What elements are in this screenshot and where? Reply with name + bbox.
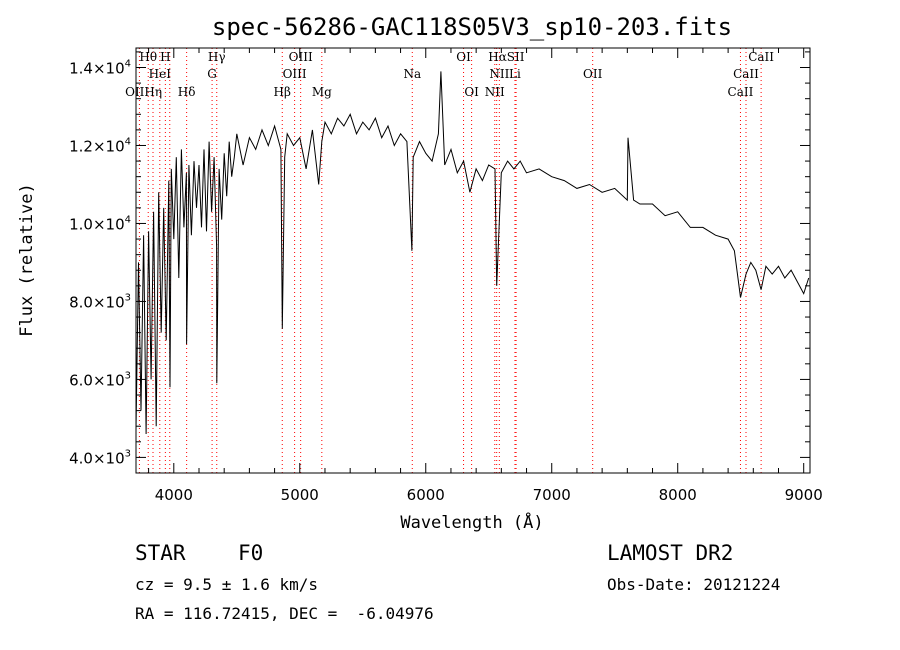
y-tick-label: 4.0×103 — [69, 448, 131, 467]
line-label: Li — [509, 67, 521, 81]
line-label: Hγ — [208, 50, 226, 64]
line-label: NII — [485, 85, 505, 99]
line-label: OI — [456, 50, 471, 64]
y-tick-label: 8.0×103 — [69, 292, 131, 311]
x-tick-label: 6000 — [407, 486, 445, 504]
y-tick-label: 1.4×104 — [69, 58, 131, 77]
x-tick-label: 4000 — [155, 486, 193, 504]
line-label: OIIHη — [125, 85, 162, 99]
line-label: OIII — [289, 50, 313, 64]
y-axis-label: Flux (relative) — [17, 183, 37, 337]
line-label: Hθ — [139, 50, 157, 64]
observation-date: Obs-Date: 20121224 — [607, 575, 781, 594]
line-label: Hδ — [178, 85, 196, 99]
line-label: OII — [583, 67, 603, 81]
line-label: G — [207, 67, 217, 81]
x-axis: 4000 5000 6000 7000 8000 9000 — [148, 48, 823, 504]
line-label: Hβ — [274, 85, 291, 99]
line-label: OI — [464, 85, 479, 99]
line-label: CaII — [728, 85, 754, 99]
x-tick-label: 8000 — [659, 486, 697, 504]
spectrum-series-line — [135, 71, 810, 435]
object-class: STAR — [135, 541, 186, 565]
plot-frame — [135, 47, 811, 474]
line-label: OIII — [283, 67, 307, 81]
object-subclass: F0 — [238, 541, 264, 565]
survey-name: LAMOST DR2 — [607, 541, 734, 565]
y-tick-label: 6.0×103 — [69, 370, 131, 389]
y-tick-label: 1.0×104 — [69, 214, 131, 233]
x-tick-label: 5000 — [281, 486, 319, 504]
line-label: CaII — [733, 67, 759, 81]
spectrum-chart: spec-56286-GAC118S05V3_sp10-203.fits Hθ H… — [17, 13, 823, 533]
chart-title: spec-56286-GAC118S05V3_sp10-203.fits — [212, 13, 732, 41]
y-tick-label: 1.2×104 — [69, 136, 131, 155]
line-label: CaII — [748, 50, 774, 64]
coordinates: RA = 116.72415, DEC = -6.04976 — [135, 604, 434, 623]
redshift-cz: cz = 9.5 ± 1.6 km/s — [135, 575, 319, 594]
y-axis: 4.0×103 6.0×103 8.0×103 1.0×104 1.2×104 1.4×1… — [69, 51, 810, 467]
x-tick-label: 7000 — [533, 486, 571, 504]
x-tick-label: 9000 — [785, 486, 823, 504]
line-label: Na — [403, 67, 421, 81]
line-label: Mg — [312, 85, 332, 99]
line-label: NII — [489, 67, 509, 81]
line-label: H — [160, 50, 170, 64]
line-label: HαSII — [488, 50, 525, 64]
line-label: HeI — [149, 67, 172, 81]
line-markers — [138, 48, 762, 473]
x-axis-label: Wavelength (Å) — [400, 511, 543, 533]
